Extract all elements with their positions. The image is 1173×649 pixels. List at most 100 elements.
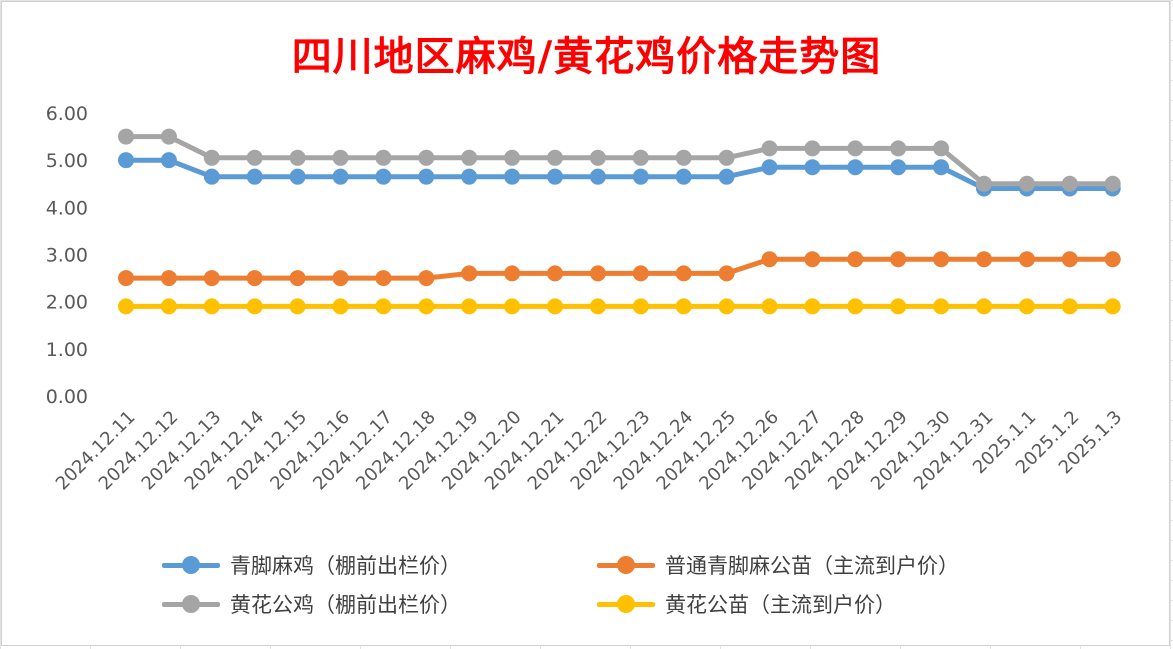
- data-point[interactable]: [504, 168, 521, 185]
- data-point[interactable]: [203, 298, 220, 315]
- data-point[interactable]: [203, 270, 220, 287]
- data-point[interactable]: [504, 298, 521, 315]
- data-point[interactable]: [504, 265, 521, 282]
- data-point[interactable]: [589, 168, 606, 185]
- data-point[interactable]: [1061, 251, 1078, 268]
- data-point[interactable]: [890, 159, 907, 176]
- data-point[interactable]: [589, 149, 606, 166]
- data-point[interactable]: [847, 251, 864, 268]
- data-point[interactable]: [632, 265, 649, 282]
- data-point[interactable]: [1104, 175, 1121, 192]
- legend[interactable]: 青脚麻鸡（棚前出栏价） 普通青脚麻公苗（主流到户价） 黄花公鸡（棚前出栏价） 黄…: [160, 548, 1060, 628]
- data-point[interactable]: [418, 149, 435, 166]
- data-point[interactable]: [461, 298, 478, 315]
- data-point[interactable]: [589, 265, 606, 282]
- data-point[interactable]: [976, 298, 992, 315]
- data-point[interactable]: [118, 152, 134, 169]
- data-point[interactable]: [804, 140, 821, 157]
- data-point[interactable]: [632, 149, 649, 166]
- data-point[interactable]: [118, 128, 134, 145]
- data-point[interactable]: [718, 298, 735, 315]
- data-point[interactable]: [761, 159, 778, 176]
- data-point[interactable]: [804, 298, 821, 315]
- data-point[interactable]: [547, 149, 563, 166]
- data-point[interactable]: [418, 270, 435, 287]
- data-point[interactable]: [1061, 298, 1078, 315]
- data-point[interactable]: [332, 168, 349, 185]
- data-point[interactable]: [118, 270, 134, 287]
- legend-item-series-4[interactable]: 黄花公苗（主流到户价）: [595, 589, 896, 619]
- x-axis: 2024.12.112024.12.122024.12.132024.12.14…: [52, 407, 1126, 495]
- data-point[interactable]: [1061, 175, 1078, 192]
- legend-item-series-1[interactable]: 青脚麻鸡（棚前出栏价）: [160, 550, 461, 580]
- legend-label: 普通青脚麻公苗（主流到户价）: [665, 554, 959, 578]
- data-point[interactable]: [332, 270, 349, 287]
- data-point[interactable]: [976, 251, 992, 268]
- legend-item-series-2[interactable]: 普通青脚麻公苗（主流到户价）: [595, 550, 959, 580]
- data-point[interactable]: [718, 149, 735, 166]
- data-point[interactable]: [547, 168, 563, 185]
- data-point[interactable]: [289, 298, 306, 315]
- data-point[interactable]: [375, 270, 392, 287]
- data-point[interactable]: [933, 251, 950, 268]
- data-point[interactable]: [632, 298, 649, 315]
- data-point[interactable]: [761, 251, 778, 268]
- data-point[interactable]: [504, 149, 521, 166]
- data-point[interactable]: [847, 140, 864, 157]
- data-point[interactable]: [375, 149, 392, 166]
- data-point[interactable]: [761, 298, 778, 315]
- data-point[interactable]: [375, 298, 392, 315]
- data-point[interactable]: [547, 298, 563, 315]
- data-point[interactable]: [160, 128, 177, 145]
- data-point[interactable]: [118, 298, 134, 315]
- data-point[interactable]: [246, 168, 263, 185]
- data-point[interactable]: [461, 149, 478, 166]
- data-point[interactable]: [160, 270, 177, 287]
- data-point[interactable]: [418, 298, 435, 315]
- data-point[interactable]: [1018, 298, 1035, 315]
- data-point[interactable]: [160, 152, 177, 169]
- data-point[interactable]: [461, 265, 478, 282]
- data-point[interactable]: [203, 168, 220, 185]
- data-point[interactable]: [933, 140, 950, 157]
- data-point[interactable]: [890, 251, 907, 268]
- data-point[interactable]: [1104, 298, 1121, 315]
- data-point[interactable]: [547, 265, 563, 282]
- data-point[interactable]: [804, 159, 821, 176]
- data-point[interactable]: [933, 298, 950, 315]
- data-point[interactable]: [847, 298, 864, 315]
- data-point[interactable]: [1018, 175, 1035, 192]
- data-point[interactable]: [246, 149, 263, 166]
- data-point[interactable]: [675, 149, 692, 166]
- data-point[interactable]: [289, 149, 306, 166]
- data-point[interactable]: [589, 298, 606, 315]
- data-point[interactable]: [289, 168, 306, 185]
- data-point[interactable]: [160, 298, 177, 315]
- data-point[interactable]: [675, 265, 692, 282]
- data-point[interactable]: [461, 168, 478, 185]
- data-point[interactable]: [804, 251, 821, 268]
- data-point[interactable]: [375, 168, 392, 185]
- data-point[interactable]: [675, 168, 692, 185]
- data-point[interactable]: [718, 265, 735, 282]
- data-point[interactable]: [332, 298, 349, 315]
- data-point[interactable]: [890, 140, 907, 157]
- data-point[interactable]: [847, 159, 864, 176]
- data-point[interactable]: [289, 270, 306, 287]
- legend-item-series-3[interactable]: 黄花公鸡（棚前出栏价）: [160, 589, 461, 619]
- data-point[interactable]: [203, 149, 220, 166]
- data-point[interactable]: [246, 298, 263, 315]
- data-point[interactable]: [976, 175, 992, 192]
- data-point[interactable]: [718, 168, 735, 185]
- data-point[interactable]: [675, 298, 692, 315]
- data-point[interactable]: [1104, 251, 1121, 268]
- data-point[interactable]: [632, 168, 649, 185]
- data-point[interactable]: [1018, 251, 1035, 268]
- data-point[interactable]: [933, 159, 950, 176]
- data-point[interactable]: [890, 298, 907, 315]
- data-point[interactable]: [332, 149, 349, 166]
- data-point[interactable]: [418, 168, 435, 185]
- data-point[interactable]: [761, 140, 778, 157]
- data-point[interactable]: [246, 270, 263, 287]
